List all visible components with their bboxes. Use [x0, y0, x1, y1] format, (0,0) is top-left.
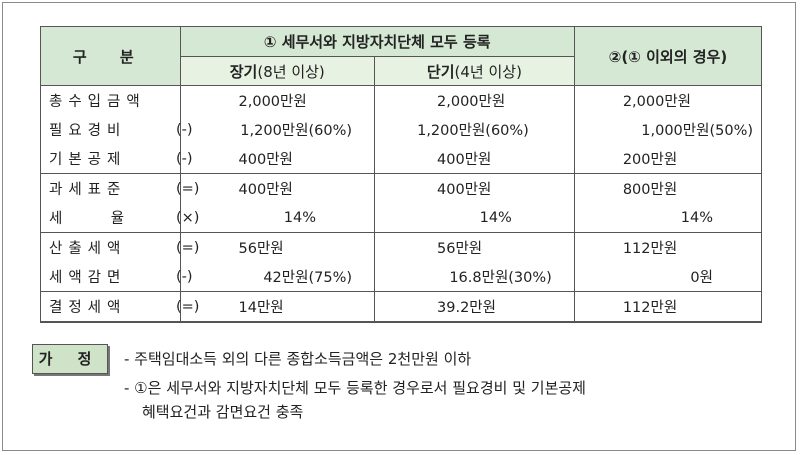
- short-term-value: 400만원: [437, 182, 492, 198]
- table-row: 필요경비 (-) 1,200만원(60%) 1,200만원(60%) 1,000만…: [40, 115, 763, 144]
- row-label: 결정세액: [49, 300, 127, 316]
- table-row: 결정세액 (=) 14만원 39.2만원 112만원: [40, 291, 763, 323]
- long-term-value: 42만원(75%): [263, 270, 353, 286]
- row-sign: (-): [176, 268, 193, 285]
- short-term-value: 400만원: [437, 152, 492, 168]
- short-term-value: 16.8만원(30%): [449, 270, 552, 286]
- short-term-value: 39.2만원: [437, 300, 496, 316]
- long-term-value: 400만원: [238, 152, 293, 168]
- row-label: 산출세액: [49, 241, 127, 257]
- header-category: 구 분: [40, 26, 181, 86]
- row-label: 과세표준: [49, 182, 127, 198]
- long-term-value: 14만원: [238, 300, 284, 316]
- assumption-line-2: - ①은 세무서와 지방자치단체 모두 등록한 경우로서 필요경비 및 기본공제: [124, 379, 586, 397]
- other-value: 112만원: [622, 300, 678, 316]
- row-sign: (-): [176, 121, 193, 138]
- table-row: 총수입금액 2,000만원 2,000만원 2,000만원: [40, 85, 763, 115]
- row-sign: (=): [176, 298, 200, 315]
- short-term-value: 2,000만원: [437, 94, 506, 110]
- other-value: 14%: [680, 209, 713, 226]
- short-term-value: 56만원: [437, 241, 483, 257]
- long-term-value: 2,000만원: [238, 94, 307, 110]
- assumption-line-1: - 주택임대소득 외의 다른 종합소득금액은 2천만원 이하: [124, 350, 472, 368]
- row-sign: (-): [176, 150, 193, 167]
- document-frame: [2, 2, 796, 451]
- table-row: 기본공제 (-) 400만원 400만원 200만원: [40, 144, 763, 174]
- other-value: 800만원: [622, 182, 678, 198]
- row-label: 필요경비: [49, 123, 127, 139]
- header-short-term: 단기(4년 이상): [374, 56, 575, 86]
- table-row: 과세표준 (=) 400만원 400만원 800만원: [40, 173, 763, 203]
- long-term-value: 1,200만원(60%): [240, 123, 353, 139]
- header-group1: ① 세무서와 지방자치단체 모두 등록: [179, 26, 575, 57]
- row-sign: (×): [176, 209, 200, 226]
- other-value: 200만원: [622, 152, 678, 168]
- row-label: 세액감면: [49, 270, 127, 286]
- table-header-row: 구 분 ① 세무서와 지방자치단체 모두 등록 ②(① 이외의 경우): [40, 26, 763, 86]
- other-value: 0원: [690, 270, 713, 286]
- table-row: 산출세액 (=) 56만원 56만원 112만원: [40, 232, 763, 262]
- assumption-line-3: 혜택요건과 감면요건 충족: [142, 403, 304, 421]
- header-group2: ②(① 이외의 경우): [573, 26, 763, 86]
- long-term-value: 400만원: [238, 182, 293, 198]
- table-row: 세 율 (×) 14% 14% 14%: [40, 203, 763, 233]
- row-sign: (=): [176, 180, 200, 197]
- tax-comparison-table: 구 분 ① 세무서와 지방자치단체 모두 등록 ②(① 이외의 경우) 장기(8…: [40, 26, 763, 323]
- other-value: 112만원: [622, 241, 678, 257]
- table-subheader-row: 장기(8년 이상) 단기(4년 이상): [41, 56, 762, 86]
- row-label: 총수입금액: [49, 94, 146, 110]
- short-term-value: 14%: [479, 209, 512, 226]
- row-label: 세 율: [49, 211, 131, 227]
- other-value: 2,000만원: [622, 94, 692, 110]
- other-value: 1,000만원(50%): [641, 123, 753, 139]
- assumption-badge: 가 정: [32, 344, 108, 374]
- short-term-value: 1,200만원(60%): [417, 123, 529, 139]
- header-long-term: 장기(8년 이상): [179, 56, 376, 86]
- row-label: 기본공제: [49, 152, 127, 168]
- table-row: 세액감면 (-) 42만원(75%) 16.8만원(30%) 0원: [40, 262, 763, 292]
- long-term-value: 56만원: [238, 241, 284, 257]
- row-sign: (=): [176, 239, 200, 256]
- long-term-value: 14%: [283, 209, 317, 226]
